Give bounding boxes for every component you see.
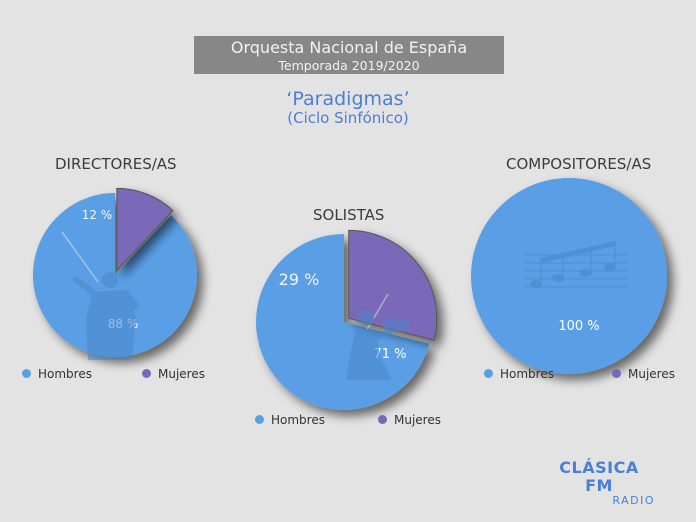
conductor-silhouette-icon [61,231,140,360]
legend-mujeres-compositores: Mujeres [612,367,675,381]
legend-dot-mujeres [142,369,151,378]
legend-hombres-compositores: Hombres [484,367,554,381]
pie-slice-mujeres [116,187,174,272]
brand-logo: CLÁSICA FM RADIO [543,459,655,507]
brand-name: CLÁSICA FM [559,458,639,495]
pie-label-hombres: 100 % [558,319,599,334]
legend-mujeres-directores: Mujeres [142,367,205,381]
legend-mujeres-solistas: Mujeres [378,413,441,427]
header-title: Orquesta Nacional de España [230,38,468,57]
legend-dot-mujeres [378,415,387,424]
header-season: Temporada 2019/2020 [278,58,420,73]
legend-hombres-solistas: Hombres [255,413,325,427]
pie-label-mujeres: 12 % [82,208,113,222]
program-subtitle: (Ciclo Sinfónico) [287,109,409,127]
legend-hombres-directores: Hombres [22,367,92,381]
brand-sub: RADIO [612,494,655,507]
legend-dot-hombres [22,369,31,378]
music-notes-icon [524,241,628,288]
header-banner: Orquesta Nacional de España Temporada 20… [194,36,504,74]
legend-dot-hombres [484,369,493,378]
pie-solistas: 71 % 29 % [256,229,438,411]
pie-label-mujeres: 29 % [279,270,320,289]
chart-title-directores: DIRECTORES/AS [55,155,177,173]
pie-label-hombres: 71 % [373,347,406,362]
legend-dot-mujeres [612,369,621,378]
legend-dot-hombres [255,415,264,424]
program-title: ‘Paradigmas’ [286,88,410,110]
chart-title-compositores: COMPOSITORES/AS [506,155,652,173]
chart-title-solistas: SOLISTAS [313,206,385,224]
pie-compositores: 100 % [471,178,667,374]
pie-slice-hombres [471,178,667,374]
pie-slice-hombres [256,234,430,411]
violinist-silhouette-icon [346,293,410,380]
